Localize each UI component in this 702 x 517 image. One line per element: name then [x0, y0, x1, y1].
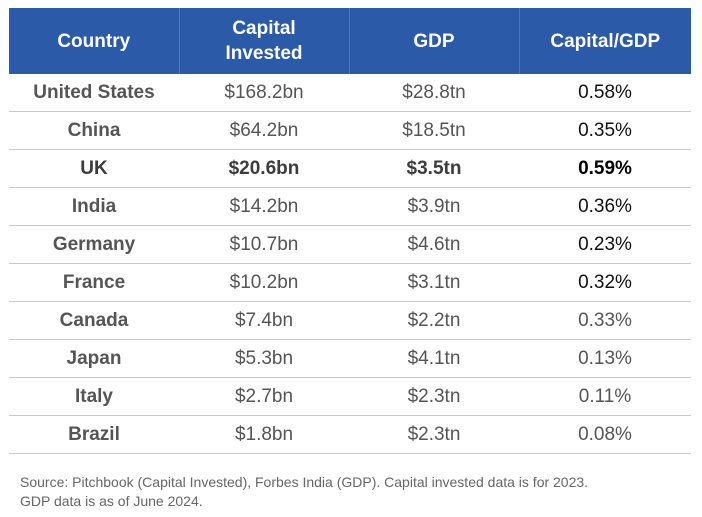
- capital-gdp-ratio-cell: 0.32%: [519, 263, 691, 302]
- capital-gdp-table: Country Capital Invested GDP Capital/GDP…: [9, 8, 691, 454]
- column-header-gdp: GDP: [349, 8, 520, 74]
- capital-invested-cell: $5.3bn: [179, 339, 349, 378]
- country-cell: Brazil: [9, 415, 179, 454]
- capital-invested-cell: $1.8bn: [179, 415, 349, 454]
- capital-gdp-ratio-cell: 0.35%: [519, 111, 691, 150]
- source-footnote: Source: Pitchbook (Capital Invested), Fo…: [20, 473, 690, 511]
- capital-invested-cell: $14.2bn: [179, 187, 349, 226]
- table-row: France $10.2bn $3.1tn 0.32%: [9, 263, 691, 302]
- table-row: Italy $2.7bn $2.3tn 0.11%: [9, 377, 691, 416]
- gdp-cell: $3.9tn: [349, 187, 519, 226]
- capital-gdp-ratio-cell: 0.58%: [519, 74, 691, 112]
- country-cell: Japan: [9, 339, 179, 378]
- table-header: Country Capital Invested GDP Capital/GDP: [9, 8, 691, 74]
- capital-gdp-ratio-cell: 0.13%: [519, 339, 691, 378]
- gdp-cell: $4.1tn: [349, 339, 519, 378]
- gdp-cell: $3.1tn: [349, 263, 519, 302]
- country-cell: India: [9, 187, 179, 226]
- header-row: Country Capital Invested GDP Capital/GDP: [9, 8, 691, 74]
- table-row: Canada $7.4bn $2.2tn 0.33%: [9, 301, 691, 340]
- capital-invested-cell: $64.2bn: [179, 111, 349, 150]
- capital-gdp-ratio-cell: 0.23%: [519, 225, 691, 264]
- gdp-cell: $18.5tn: [349, 111, 519, 150]
- table-row: UK $20.6bn $3.5tn 0.59%: [9, 149, 691, 188]
- capital-gdp-ratio-cell: 0.36%: [519, 187, 691, 226]
- capital-gdp-ratio-cell: 0.33%: [519, 301, 691, 340]
- gdp-cell: $2.2tn: [349, 301, 519, 340]
- table-row: India $14.2bn $3.9tn 0.36%: [9, 187, 691, 226]
- column-header-country: Country: [9, 8, 180, 74]
- table-body: United States $168.2bn $28.8tn 0.58% China $6…: [9, 74, 691, 454]
- gdp-cell: $2.3tn: [349, 415, 519, 454]
- capital-invested-cell: $7.4bn: [179, 301, 349, 340]
- column-header-capital-invested-text: Capital Invested: [225, 18, 303, 64]
- country-cell: Germany: [9, 225, 179, 264]
- country-cell: UK: [9, 149, 179, 188]
- country-cell: China: [9, 111, 179, 150]
- gdp-cell: $4.6tn: [349, 225, 519, 264]
- table-row: Germany $10.7bn $4.6tn 0.23%: [9, 225, 691, 264]
- table-row: United States $168.2bn $28.8tn 0.58%: [9, 74, 691, 112]
- capital-invested-cell: $10.2bn: [179, 263, 349, 302]
- capital-gdp-ratio-cell: 0.11%: [519, 377, 691, 416]
- gdp-cell: $28.8tn: [349, 74, 519, 112]
- table-row: China $64.2bn $18.5tn 0.35%: [9, 111, 691, 150]
- gdp-cell: $2.3tn: [349, 377, 519, 416]
- country-cell: France: [9, 263, 179, 302]
- capital-gdp-table-container: Country Capital Invested GDP Capital/GDP…: [9, 8, 691, 454]
- country-cell: United States: [9, 74, 179, 112]
- gdp-cell: $3.5tn: [349, 149, 519, 188]
- column-header-capital-invested: Capital Invested: [179, 8, 350, 74]
- footnote-line-1: Source: Pitchbook (Capital Invested), Fo…: [20, 474, 589, 490]
- capital-invested-cell: $20.6bn: [179, 149, 349, 188]
- capital-invested-cell: $2.7bn: [179, 377, 349, 416]
- capital-gdp-ratio-cell: 0.59%: [519, 149, 691, 188]
- capital-invested-cell: $10.7bn: [179, 225, 349, 264]
- table-row: Brazil $1.8bn $2.3tn 0.08%: [9, 415, 691, 454]
- capital-invested-cell: $168.2bn: [179, 74, 349, 112]
- capital-gdp-ratio-cell: 0.08%: [519, 415, 691, 454]
- table-row: Japan $5.3bn $4.1tn 0.13%: [9, 339, 691, 378]
- column-header-capital-gdp: Capital/GDP: [519, 8, 691, 74]
- footnote-line-2: GDP data is as of June 2024.: [20, 493, 203, 509]
- country-cell: Canada: [9, 301, 179, 340]
- country-cell: Italy: [9, 377, 179, 416]
